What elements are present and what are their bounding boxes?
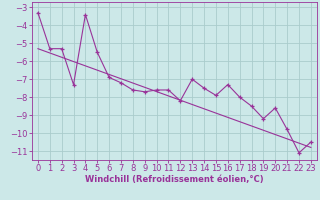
X-axis label: Windchill (Refroidissement éolien,°C): Windchill (Refroidissement éolien,°C) xyxy=(85,175,264,184)
